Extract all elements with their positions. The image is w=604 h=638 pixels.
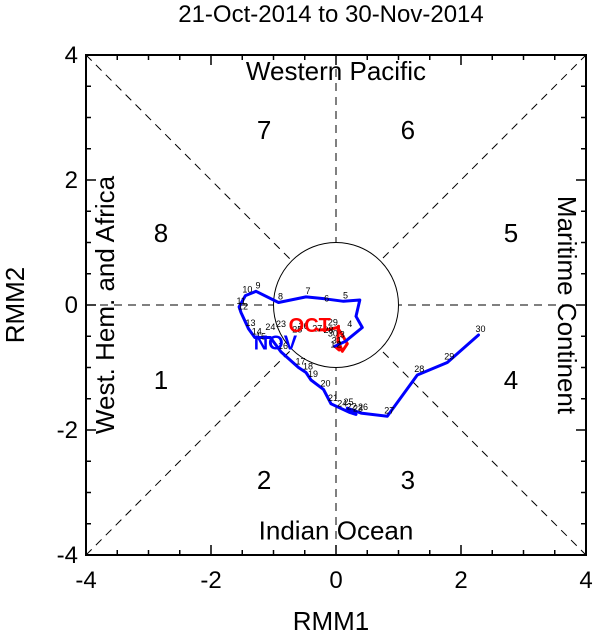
day-label: 5 (343, 290, 348, 300)
day-label: 25 (292, 325, 302, 335)
day-label: 26 (358, 402, 368, 412)
phase-number-label: 4 (504, 365, 518, 395)
phase-number-label: 7 (257, 115, 271, 145)
day-label: 20 (320, 378, 330, 388)
month-label-oct: OCT (289, 315, 331, 337)
day-label: 29 (328, 318, 338, 328)
day-label: 27 (312, 323, 322, 333)
day-label: 3 (340, 330, 345, 340)
chart-title: 21-Oct-2014 to 30-Nov-2014 (178, 1, 484, 28)
y-tick-label: 0 (65, 292, 78, 319)
day-label: 4 (347, 319, 352, 329)
day-label: 23 (276, 319, 286, 329)
day-label: 12 (238, 302, 248, 312)
region-label-top: Western Pacific (246, 56, 426, 86)
month-label-nov: NOV (254, 333, 298, 355)
day-label: 30 (475, 324, 485, 334)
phase-number-label: 1 (154, 365, 168, 395)
day-label: 28 (414, 364, 424, 374)
day-label: 18 (303, 362, 313, 372)
y-axis-label: RMM2 (0, 267, 30, 344)
day-label: 10 (242, 285, 252, 295)
day-label: 21 (328, 393, 338, 403)
day-label: 28 (323, 325, 333, 335)
phase-number-label: 8 (154, 218, 168, 248)
x-tick-label: -2 (200, 567, 221, 594)
x-tick-label: 4 (579, 567, 592, 594)
day-label: 31 (332, 335, 342, 345)
phase-number-label: 5 (504, 218, 518, 248)
y-tick-label: -2 (57, 417, 78, 444)
day-label: 29 (444, 352, 454, 362)
day-label: 24 (265, 322, 275, 332)
day-label: 19 (308, 369, 318, 379)
day-label: 6 (324, 293, 329, 303)
november-trajectory-line (237, 289, 480, 418)
day-label: 30 (328, 328, 338, 338)
day-label: 2 (337, 340, 342, 350)
y-tick-label: 4 (65, 42, 78, 69)
day-label: 24 (337, 398, 347, 408)
day-label: 7 (305, 286, 310, 296)
day-label: 17 (295, 357, 305, 367)
x-axis-label: RMM1 (293, 606, 370, 636)
day-label: 27 (384, 405, 394, 415)
region-label-bottom: Indian Ocean (259, 515, 414, 545)
day-label: 13 (245, 318, 255, 328)
y-tick-label: 2 (65, 167, 78, 194)
x-tick-label: 0 (329, 567, 342, 594)
x-tick-label: -4 (75, 567, 96, 594)
day-label: 15 (256, 331, 266, 341)
day-label: 1 (330, 340, 335, 350)
phase-number-label: 3 (401, 465, 415, 495)
y-tick-label: -4 (57, 542, 78, 569)
day-label: 26 (298, 321, 308, 331)
region-label-right: Maritime Continent (552, 196, 582, 415)
day-label: 16 (278, 341, 288, 351)
phase-number-label: 2 (257, 465, 271, 495)
region-label-left: West. Hem. and Africa (90, 175, 120, 434)
day-label: 9 (255, 280, 260, 290)
day-label: 11 (236, 296, 245, 306)
day-label: 25 (343, 397, 353, 407)
day-label: 8 (278, 292, 283, 302)
phase-number-label: 6 (401, 115, 415, 145)
day-label: 23 (353, 403, 363, 413)
unit-circle (273, 242, 399, 368)
day-label: 22 (347, 402, 357, 412)
x-tick-label: 2 (454, 567, 467, 594)
day-label: 14 (252, 327, 262, 337)
